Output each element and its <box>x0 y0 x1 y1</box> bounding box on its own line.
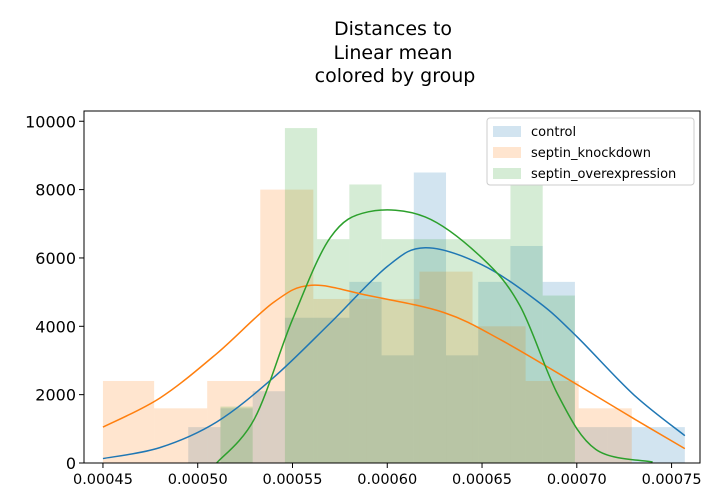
bar-control-7 <box>413 172 447 463</box>
kde-line-septin_knockdown <box>102 284 686 450</box>
kde-line-control <box>102 246 686 460</box>
x-tick-label-4: 0.00065 <box>452 472 512 488</box>
bar-septin_knockdown-0 <box>102 380 155 463</box>
legend-box <box>486 117 695 186</box>
bar-septin_overexpression-6 <box>413 239 447 463</box>
bar-septin_knockdown-1 <box>154 408 208 463</box>
y-tick-label-0: 0 <box>66 454 76 473</box>
chart-title-line-2: Linear mean <box>334 42 453 64</box>
y-tick-label-6000: 6000 <box>35 249 76 268</box>
bar-control-6 <box>381 355 414 463</box>
bar-septin_knockdown-4 <box>313 298 367 463</box>
legend-label-septin_knockdown: septin_knockdown <box>531 146 651 161</box>
bar-control-2 <box>252 391 285 463</box>
bar-control-4 <box>317 317 350 463</box>
legend-swatch-septin_overexpression <box>493 168 521 179</box>
bar-control-9 <box>478 281 511 463</box>
x-tick-label-2: 0.00055 <box>263 472 323 488</box>
kde-curves <box>102 209 686 464</box>
legend-swatch-control <box>493 126 521 137</box>
x-tick-label-6: 0.00075 <box>642 472 702 488</box>
y-tick-label-8000: 8000 <box>35 181 76 200</box>
bar-septin_overexpression-8 <box>478 239 511 463</box>
y-tick-label-2000: 2000 <box>35 386 76 405</box>
bar-septin_overexpression-2 <box>284 128 318 463</box>
legend-swatch-septin_knockdown <box>493 147 521 158</box>
chart-title: Distances to Linear mean colored by grou… <box>315 18 476 87</box>
x-tick-label-0: 0.00045 <box>73 472 133 488</box>
bar-septin_overexpression-3 <box>317 239 350 463</box>
bar-septin_knockdown-8 <box>525 380 579 463</box>
y-tick-label-10000: 10000 <box>25 112 76 131</box>
bar-control-5 <box>349 281 382 463</box>
bar-septin_overexpression-5 <box>381 239 414 463</box>
x-tick-label-1: 0.00050 <box>168 472 228 488</box>
x-tick-label-3: 0.00060 <box>357 472 417 488</box>
kde-line-septin_overexpression <box>216 209 653 464</box>
plot-frame <box>83 110 701 464</box>
bar-septin_knockdown-5 <box>366 298 420 463</box>
chart-title-line-1: Distances to <box>334 18 452 40</box>
legend-label-septin_overexpression: septin_overexpression <box>531 167 676 182</box>
bar-septin_knockdown-3 <box>260 189 314 463</box>
bar-control-8 <box>446 355 479 463</box>
bar-septin_overexpression-7 <box>446 239 479 463</box>
bar-septin_overexpression-9 <box>510 184 543 464</box>
legend: control septin_knockdown septin_overexpres… <box>486 117 695 186</box>
bar-septin_overexpression-4 <box>349 184 382 464</box>
x-axis: 0.00045 0.00050 0.00055 0.00060 0.00065 0.000… <box>73 463 702 488</box>
x-tick-label-5: 0.00070 <box>547 472 607 488</box>
y-tick-label-4000: 4000 <box>35 317 76 336</box>
bar-control-0 <box>188 427 221 463</box>
y-axis: 0 2000 4000 6000 8000 10000 <box>25 112 84 473</box>
bar-septin_overexpression-10 <box>542 295 575 463</box>
bar-septin_knockdown-6 <box>419 271 473 463</box>
chart-title-line-3: colored by group <box>315 65 476 87</box>
legend-label-control: control <box>531 125 576 140</box>
